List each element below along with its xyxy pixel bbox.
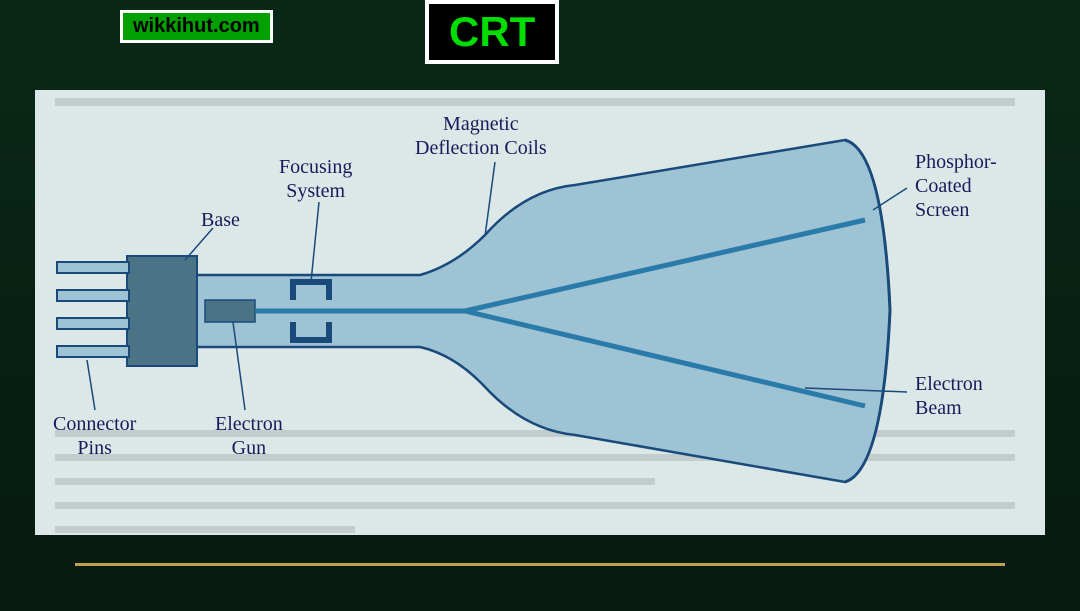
label-connector-pins: Connector Pins bbox=[53, 412, 136, 460]
label-electron-beam: Electron Beam bbox=[915, 372, 983, 420]
label-phosphor-screen: Phosphor- Coated Screen bbox=[915, 150, 997, 222]
label-text: Electron bbox=[915, 373, 983, 395]
label-text: Screen bbox=[915, 199, 969, 221]
crt-diagram: Connector Pins Base Electron Gun Focusin… bbox=[35, 90, 1045, 535]
title-text: CRT bbox=[449, 8, 535, 55]
label-text: Focusing bbox=[279, 156, 352, 178]
label-focusing-system: Focusing System bbox=[279, 155, 352, 203]
label-magnetic-coils: Magnetic Deflection Coils bbox=[415, 112, 547, 160]
label-text: System bbox=[286, 180, 345, 202]
label-text: Phosphor- bbox=[915, 151, 997, 173]
label-text: Pins bbox=[77, 437, 111, 459]
electron-gun bbox=[205, 300, 255, 322]
title-box: CRT bbox=[425, 0, 559, 64]
watermark-box: wikkihut.com bbox=[120, 10, 273, 43]
label-text: Deflection Coils bbox=[415, 137, 547, 159]
divider-line bbox=[75, 563, 1005, 566]
label-text: Electron bbox=[215, 413, 283, 435]
label-text: Connector bbox=[53, 413, 136, 435]
watermark-text: wikkihut.com bbox=[133, 15, 260, 37]
label-base: Base bbox=[201, 208, 240, 232]
label-text: Base bbox=[201, 209, 240, 231]
label-text: Magnetic bbox=[443, 113, 519, 135]
label-electron-gun: Electron Gun bbox=[215, 412, 283, 460]
label-text: Beam bbox=[915, 397, 962, 419]
crt-base bbox=[127, 256, 197, 366]
label-text: Gun bbox=[232, 437, 266, 459]
label-text: Coated bbox=[915, 175, 972, 197]
